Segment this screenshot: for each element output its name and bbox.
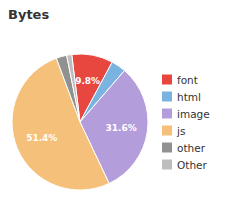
chart-svg: Bytes 9.8% 31.6% 51.4% font html image js other O… bbox=[0, 0, 252, 216]
legend-swatch bbox=[162, 160, 172, 170]
legend-swatch bbox=[162, 126, 172, 136]
data-label: 51.4% bbox=[26, 133, 57, 143]
title: Bytes bbox=[8, 7, 49, 22]
legend-swatch bbox=[162, 143, 172, 153]
legend-label: image bbox=[177, 108, 210, 120]
legend: font html image js other Other bbox=[162, 74, 210, 171]
legend-label: html bbox=[177, 91, 201, 103]
slice bbox=[67, 55, 80, 122]
slices bbox=[12, 54, 148, 190]
data-labels: 9.8% 31.6% 51.4% bbox=[26, 76, 137, 143]
legend-label: js bbox=[176, 125, 185, 137]
legend-swatch bbox=[162, 75, 172, 85]
data-label: 31.6% bbox=[105, 123, 136, 133]
legend-label: font bbox=[177, 74, 198, 86]
slice bbox=[12, 58, 109, 190]
legend-label: Other bbox=[177, 159, 207, 171]
slice bbox=[56, 55, 80, 122]
legend-label: other bbox=[177, 142, 206, 154]
legend-swatch bbox=[162, 109, 172, 119]
data-label: 9.8% bbox=[75, 76, 100, 86]
chart-container: Bytes 9.8% 31.6% 51.4% font html image js other O… bbox=[0, 0, 252, 216]
legend-swatch bbox=[162, 92, 172, 102]
